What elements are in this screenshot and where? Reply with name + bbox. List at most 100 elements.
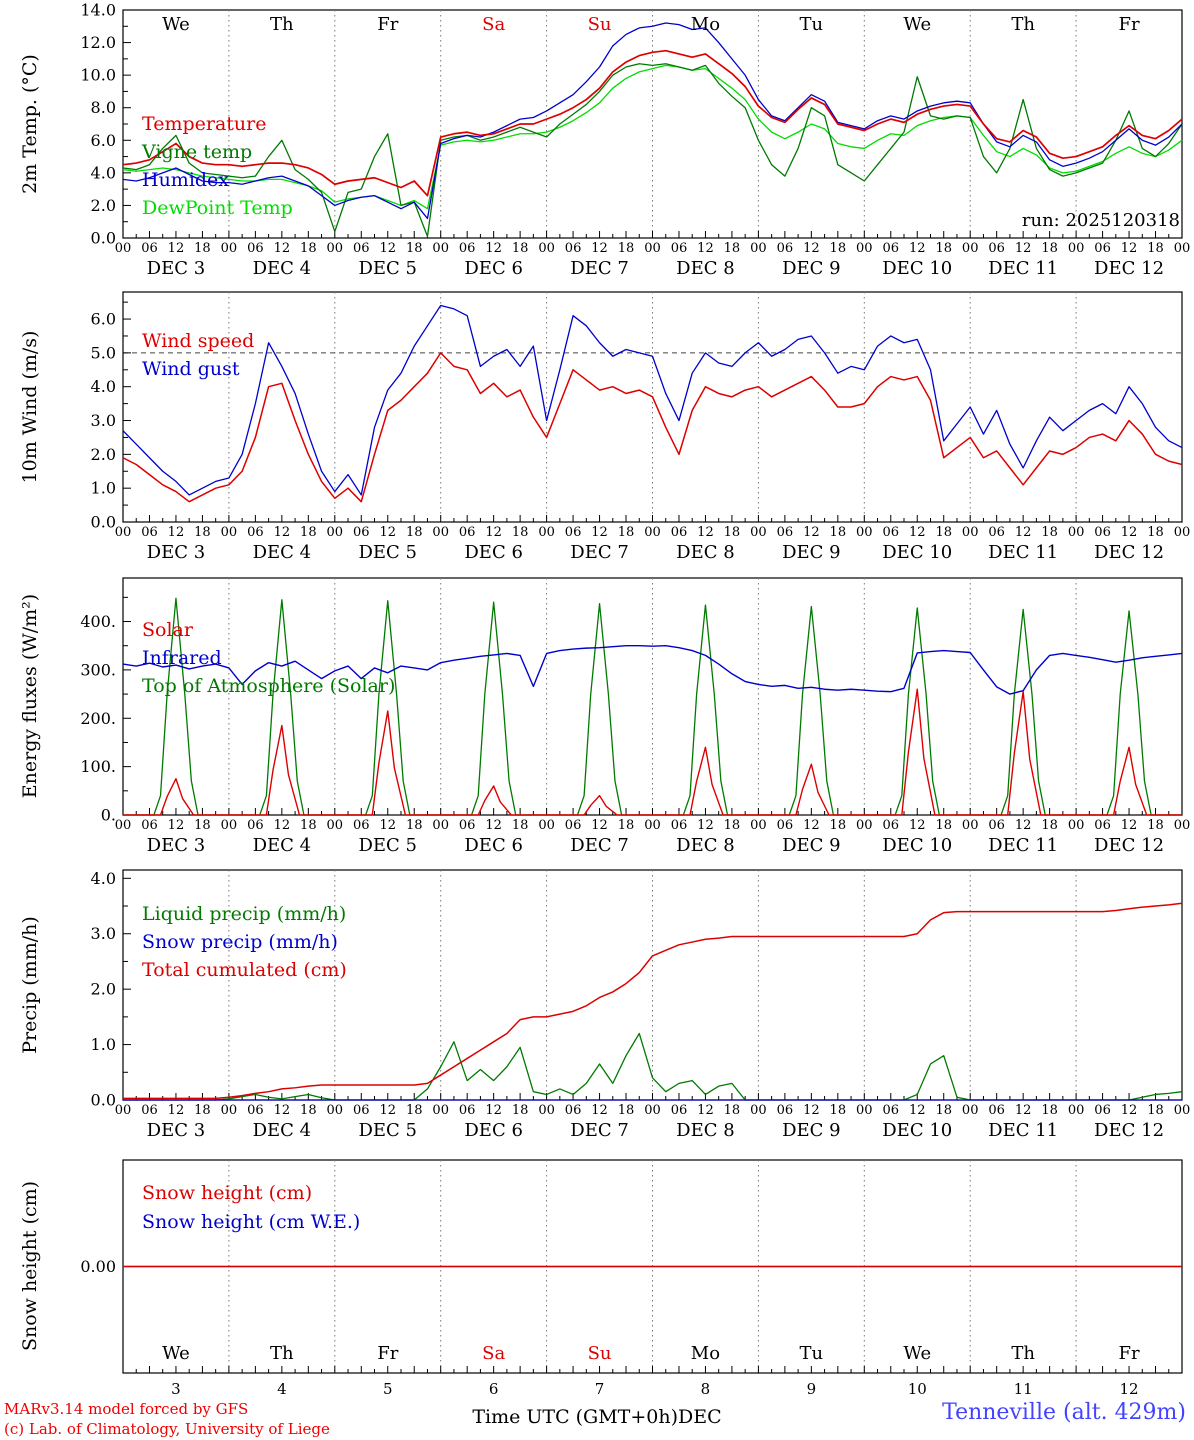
- y-tick-label: 400.: [80, 612, 116, 631]
- day-name-label: Tu: [800, 14, 824, 35]
- panel-precip-panel: 0.0 1.0 2.0 3.0 4.0 Liquid precip (mm/h) Snow …: [91, 869, 1191, 1141]
- hour-label: 06: [777, 818, 794, 833]
- hour-label: 06: [141, 241, 158, 256]
- day-name-label: Su: [588, 14, 612, 35]
- hour-label: 12: [485, 1103, 502, 1118]
- day-number-label: 7: [595, 1380, 605, 1398]
- y-tick-label: 12.0: [80, 33, 116, 52]
- hour-label: 12: [1015, 818, 1032, 833]
- hour-label: 06: [883, 818, 900, 833]
- hour-label: 12: [485, 241, 502, 256]
- hour-label: 06: [1094, 241, 1111, 256]
- hour-label: 00: [538, 1103, 555, 1118]
- day-number-label: 4: [277, 1380, 287, 1398]
- hour-label: 18: [194, 1103, 211, 1118]
- hour-label: 12: [803, 818, 820, 833]
- y-tick-label: 0.00: [80, 1257, 116, 1276]
- series-wind-speed: [122, 352, 1183, 503]
- hour-label: 06: [671, 241, 688, 256]
- hour-label: 12: [1015, 241, 1032, 256]
- date-label: DEC 8: [676, 835, 735, 856]
- date-label: DEC 5: [358, 258, 417, 279]
- hour-label: 06: [565, 241, 582, 256]
- y-tick-label: 0.0: [91, 513, 116, 532]
- hour-label: 12: [485, 818, 502, 833]
- date-label: DEC 11: [988, 1120, 1058, 1141]
- legend-snow-precip-mm-h: Snow precip (mm/h): [142, 931, 338, 953]
- day-number-label: 12: [1120, 1380, 1139, 1398]
- hour-label: 06: [671, 818, 688, 833]
- hour-label: 06: [565, 818, 582, 833]
- day-number-label: 9: [807, 1380, 817, 1398]
- day-name-label: Th: [1011, 14, 1035, 35]
- hour-label: 18: [1041, 1103, 1058, 1118]
- hour-label: 12: [379, 1103, 396, 1118]
- hour-label: 18: [1147, 525, 1164, 540]
- hour-label: 12: [168, 525, 185, 540]
- hour-label: 06: [247, 818, 264, 833]
- hour-label: 12: [274, 525, 291, 540]
- date-label: DEC 10: [882, 1120, 952, 1141]
- legend-infrared: Infrared: [142, 647, 222, 669]
- hour-label: 18: [1041, 818, 1058, 833]
- legend-dewpoint-temp: DewPoint Temp: [142, 197, 293, 219]
- date-label: DEC 7: [570, 835, 629, 856]
- hour-label: 00: [221, 241, 238, 256]
- y-tick-label: 300.: [80, 660, 116, 679]
- day-name-label: Mo: [691, 14, 720, 35]
- hour-label: 00: [962, 241, 979, 256]
- legend-liquid-precip-mm-h: Liquid precip (mm/h): [142, 903, 346, 925]
- series-vigne-temp: [122, 63, 1183, 238]
- date-label: DEC 10: [882, 258, 952, 279]
- day-name-label: Th: [270, 14, 294, 35]
- hour-label: 18: [618, 241, 635, 256]
- hour-label: 18: [300, 818, 317, 833]
- day-name-label: Fr: [377, 14, 398, 35]
- date-label: DEC 8: [676, 258, 735, 279]
- y-tick-label: 0.: [101, 806, 116, 825]
- y-tick-label: 3.0: [91, 924, 116, 943]
- date-label: DEC 6: [464, 1120, 523, 1141]
- hour-label: 00: [1068, 1103, 1085, 1118]
- x-axis-month-label: DEC: [678, 1406, 722, 1428]
- hour-label: 06: [459, 1103, 476, 1118]
- day-number-label: 8: [701, 1380, 711, 1398]
- day-name-label: We: [903, 1343, 931, 1364]
- hour-label: 06: [777, 525, 794, 540]
- day-name-label: Fr: [1119, 14, 1140, 35]
- day-name-label: We: [162, 1343, 190, 1364]
- hour-label: 00: [538, 241, 555, 256]
- hour-label: 12: [591, 818, 608, 833]
- hour-label: 06: [565, 1103, 582, 1118]
- day-number-label: 3: [171, 1380, 181, 1398]
- legend-wind-speed: Wind speed: [142, 330, 254, 352]
- date-label: DEC 11: [988, 542, 1058, 563]
- date-label: DEC 4: [253, 835, 312, 856]
- hour-label: 18: [1041, 241, 1058, 256]
- panel-snow-panel: 0.00 Snow height (cm) Snow height (cm W.E.…: [80, 1159, 1183, 1398]
- date-label: DEC 10: [882, 542, 952, 563]
- hour-label: 12: [909, 525, 926, 540]
- panel-frame: [122, 577, 1183, 816]
- hour-label: 18: [512, 818, 529, 833]
- hour-label: 00: [538, 525, 555, 540]
- hour-label: 00: [538, 818, 555, 833]
- model-credit-line2: (c) Lab. of Climatology, University of L…: [4, 1420, 330, 1438]
- hour-label: 12: [697, 525, 714, 540]
- date-label: DEC 11: [988, 835, 1058, 856]
- hour-label: 00: [1174, 818, 1191, 833]
- hour-label: 18: [935, 525, 952, 540]
- hour-label: 18: [194, 241, 211, 256]
- hour-label: 06: [988, 1103, 1005, 1118]
- hour-label: 12: [803, 525, 820, 540]
- hour-label: 00: [115, 525, 132, 540]
- hour-label: 12: [591, 525, 608, 540]
- hour-label: 06: [777, 241, 794, 256]
- hour-label: 18: [1147, 1103, 1164, 1118]
- day-name-label: Th: [1011, 1343, 1035, 1364]
- y-tick-label: 3.0: [91, 411, 116, 430]
- day-name-label: Fr: [1119, 1343, 1140, 1364]
- date-label: DEC 11: [988, 258, 1058, 279]
- day-name-label: Tu: [800, 1343, 824, 1364]
